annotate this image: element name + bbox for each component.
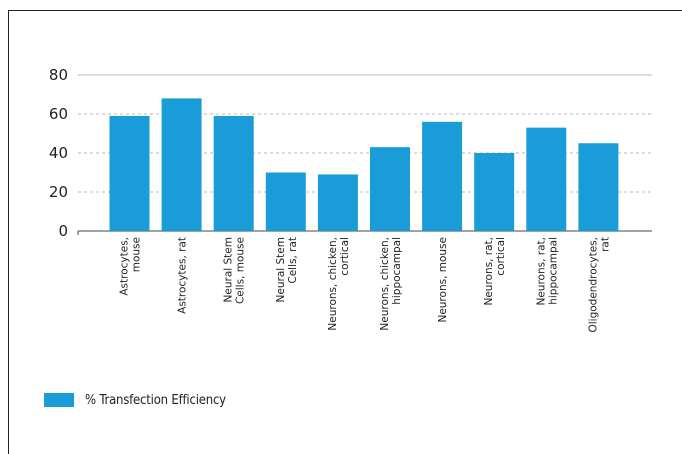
y-tick-label: 80 — [49, 66, 68, 84]
x-category-label: Cells, rat — [287, 237, 299, 284]
y-tick-label: 0 — [58, 222, 68, 240]
bar — [317, 174, 358, 231]
x-category-label: cortical — [495, 237, 507, 276]
bar — [578, 143, 619, 231]
x-category-label: Neurons, mouse — [437, 237, 449, 323]
x-category-label: Astrocytes, rat — [177, 237, 189, 314]
x-category-label: mouse — [131, 237, 143, 272]
x-category-label: Neural Stem — [223, 237, 235, 302]
bar — [422, 121, 463, 231]
bar — [109, 115, 150, 231]
y-tick-label: 20 — [49, 183, 68, 201]
x-category-label: Oligodendrocytes, — [587, 237, 599, 333]
bar — [213, 115, 254, 231]
legend-label: % Transfection Efficiency — [85, 392, 226, 408]
legend: % Transfection Efficiency — [44, 391, 226, 409]
x-category-label: Neurons, chicken, — [327, 237, 339, 331]
x-category-label: Astrocytes, — [119, 237, 131, 296]
bar — [474, 153, 515, 231]
bar — [370, 147, 410, 231]
y-tick-label: 60 — [49, 105, 68, 123]
x-category-label: Neurons, rat, — [483, 237, 495, 306]
x-category-label: rat — [599, 237, 611, 252]
bar — [161, 98, 202, 232]
x-category-label: Cells, mouse — [235, 237, 247, 304]
x-category-label: Neurons, rat, — [535, 237, 547, 306]
bar — [526, 127, 567, 231]
y-tick-label: 40 — [49, 144, 68, 162]
x-category-label: Neurons, chicken, — [379, 237, 391, 331]
frame-border-left — [8, 10, 9, 454]
x-category-label: Neural Stem — [275, 237, 287, 302]
frame-border-top — [8, 10, 682, 11]
x-category-label: cortical — [339, 237, 351, 276]
x-category-label: hippocampal — [547, 237, 559, 305]
legend-swatch — [44, 393, 74, 407]
x-category-label: hippocampal — [391, 237, 403, 305]
bar — [265, 172, 306, 231]
